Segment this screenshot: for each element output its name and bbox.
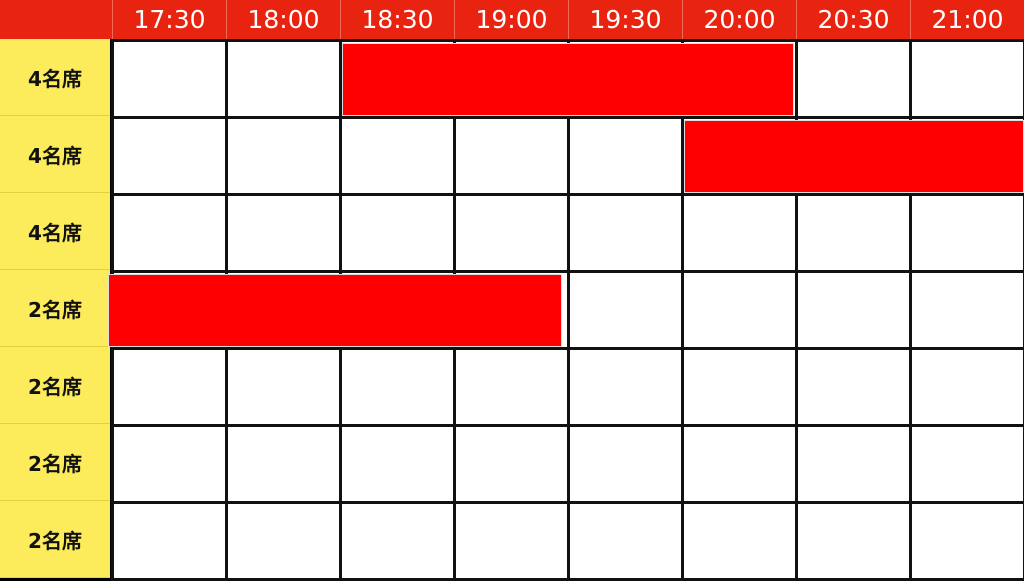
time-header: 20:00 (682, 0, 796, 39)
time-slot-cell[interactable] (225, 501, 342, 581)
time-slot-cell[interactable] (111, 39, 228, 119)
time-slot-cell[interactable] (567, 501, 684, 581)
time-slot-cell[interactable] (795, 424, 912, 504)
table-label: 2名席 (0, 270, 110, 347)
time-slot-cell[interactable] (909, 193, 1024, 273)
time-slot-cell[interactable] (795, 501, 912, 581)
table-label: 2名席 (0, 501, 110, 578)
time-slot-cell[interactable] (111, 193, 228, 273)
time-header: 17:30 (112, 0, 226, 39)
time-slot-cell[interactable] (111, 424, 228, 504)
table-label: 2名席 (0, 347, 110, 424)
time-slot-cell[interactable] (909, 424, 1024, 504)
time-slot-cell[interactable] (453, 347, 570, 427)
time-header: 21:00 (910, 0, 1024, 39)
time-slot-cell[interactable] (681, 193, 798, 273)
time-slot-cell[interactable] (681, 501, 798, 581)
time-slot-cell[interactable] (567, 116, 684, 196)
time-slot-cell[interactable] (909, 501, 1024, 581)
time-slot-cell[interactable] (339, 424, 456, 504)
time-slot-cell[interactable] (567, 270, 684, 350)
time-slot-cell[interactable] (225, 193, 342, 273)
time-slot-cell[interactable] (225, 39, 342, 119)
time-slot-cell[interactable] (681, 347, 798, 427)
time-slot-cell[interactable] (339, 116, 456, 196)
time-header: 20:30 (796, 0, 910, 39)
time-slot-cell[interactable] (453, 116, 570, 196)
time-header: 19:00 (454, 0, 568, 39)
time-slot-cell[interactable] (795, 270, 912, 350)
header-corner (0, 0, 112, 39)
table-label: 4名席 (0, 116, 110, 193)
time-slot-cell[interactable] (111, 501, 228, 581)
time-slot-cell[interactable] (795, 193, 912, 273)
reservation-block[interactable] (342, 43, 794, 116)
reservation-block[interactable] (684, 120, 1024, 193)
table-label: 2名席 (0, 424, 110, 501)
time-slot-cell[interactable] (681, 270, 798, 350)
time-slot-cell[interactable] (339, 193, 456, 273)
time-slot-cell[interactable] (225, 116, 342, 196)
reservation-block[interactable] (108, 274, 562, 347)
time-slot-cell[interactable] (225, 424, 342, 504)
time-slot-cell[interactable] (567, 193, 684, 273)
time-slot-cell[interactable] (111, 116, 228, 196)
time-header: 18:00 (226, 0, 340, 39)
time-header: 18:30 (340, 0, 454, 39)
table-label: 4名席 (0, 193, 110, 270)
time-slot-cell[interactable] (339, 501, 456, 581)
time-slot-cell[interactable] (909, 270, 1024, 350)
time-slot-cell[interactable] (339, 347, 456, 427)
time-slot-cell[interactable] (795, 39, 912, 119)
time-slot-cell[interactable] (795, 347, 912, 427)
time-slot-cell[interactable] (567, 424, 684, 504)
time-slot-cell[interactable] (111, 347, 228, 427)
time-slot-cell[interactable] (225, 347, 342, 427)
time-header: 19:30 (568, 0, 682, 39)
time-slot-cell[interactable] (453, 424, 570, 504)
time-slot-cell[interactable] (681, 424, 798, 504)
time-slot-cell[interactable] (453, 501, 570, 581)
time-slot-cell[interactable] (453, 193, 570, 273)
time-slot-cell[interactable] (909, 347, 1024, 427)
table-label: 4名席 (0, 39, 110, 116)
time-slot-cell[interactable] (567, 347, 684, 427)
time-slot-cell[interactable] (909, 39, 1024, 119)
